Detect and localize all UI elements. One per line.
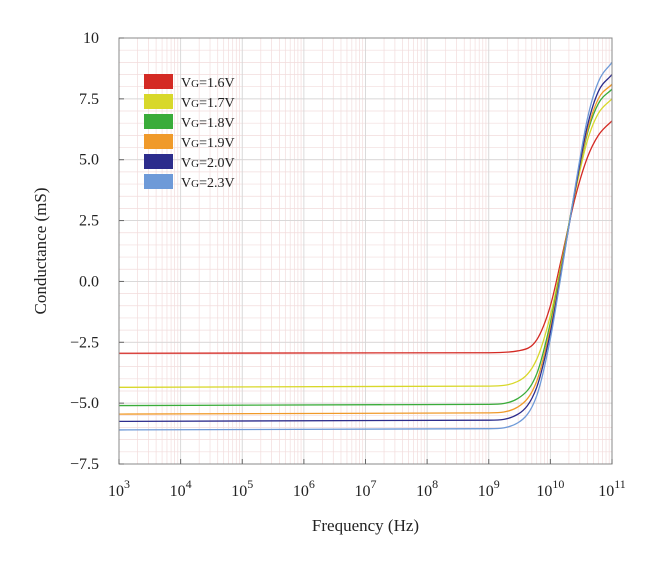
series-line-1	[118, 120, 613, 354]
legend-item: VG=1.9V	[144, 134, 235, 151]
y-tick-label: −7.5	[70, 456, 99, 473]
legend-swatch	[144, 174, 173, 189]
legend-swatch	[144, 94, 173, 109]
series-line-5	[118, 74, 613, 423]
y-axis-ticks: 10 7.5 5.0 2.5 0.0 −2.5 −5.0 −7.5	[70, 30, 124, 473]
legend-label: VG=1.6V	[181, 76, 235, 91]
y-tick-label: −5.0	[70, 395, 99, 412]
y-tick-label: −2.5	[70, 334, 99, 351]
y-tick-label: 2.5	[79, 213, 99, 230]
legend-swatch	[144, 74, 173, 89]
y-axis-title: Conductance (mS)	[31, 188, 50, 315]
legend-item: VG=2.3V	[144, 174, 235, 191]
series-line-3	[118, 88, 613, 407]
legend: VG=1.6V VG=1.7V VG=1.8V VG=1.9V VG=2.0V VG=2.…	[144, 74, 235, 191]
y-tick-label: 7.5	[79, 91, 99, 108]
x-tick-label: 104	[170, 477, 192, 500]
x-tick-label: 107	[355, 477, 377, 500]
x-axis-ticks: 103 104 105 106 107 108 109 1010 1011	[108, 459, 626, 500]
x-axis-title: Frequency (Hz)	[312, 516, 419, 535]
legend-item: VG=2.0V	[144, 154, 235, 171]
series-lines	[118, 61, 613, 431]
legend-label: VG=2.3V	[181, 176, 235, 191]
legend-label: VG=2.0V	[181, 156, 235, 171]
legend-item: VG=1.6V	[144, 74, 235, 91]
x-tick-label: 106	[293, 477, 315, 500]
x-tick-label: 103	[108, 477, 130, 500]
x-tick-label: 1011	[598, 477, 626, 500]
series-line-4	[118, 83, 613, 415]
legend-item: VG=1.7V	[144, 94, 235, 111]
x-tick-label: 1010	[536, 477, 564, 500]
legend-label: VG=1.7V	[181, 96, 235, 111]
y-tick-label: 5.0	[79, 152, 99, 169]
legend-label: VG=1.9V	[181, 136, 235, 151]
x-tick-label: 109	[478, 477, 500, 500]
y-tick-label: 10	[83, 30, 99, 47]
x-tick-label: 108	[416, 477, 438, 500]
legend-item: VG=1.8V	[144, 114, 235, 131]
x-tick-label: 105	[231, 477, 253, 500]
series-line-2	[118, 98, 613, 388]
legend-swatch	[144, 114, 173, 129]
legend-swatch	[144, 134, 173, 149]
legend-label: VG=1.8V	[181, 116, 235, 131]
y-tick-label: 0.0	[79, 273, 99, 290]
legend-swatch	[144, 154, 173, 169]
series-line-6	[118, 61, 613, 431]
